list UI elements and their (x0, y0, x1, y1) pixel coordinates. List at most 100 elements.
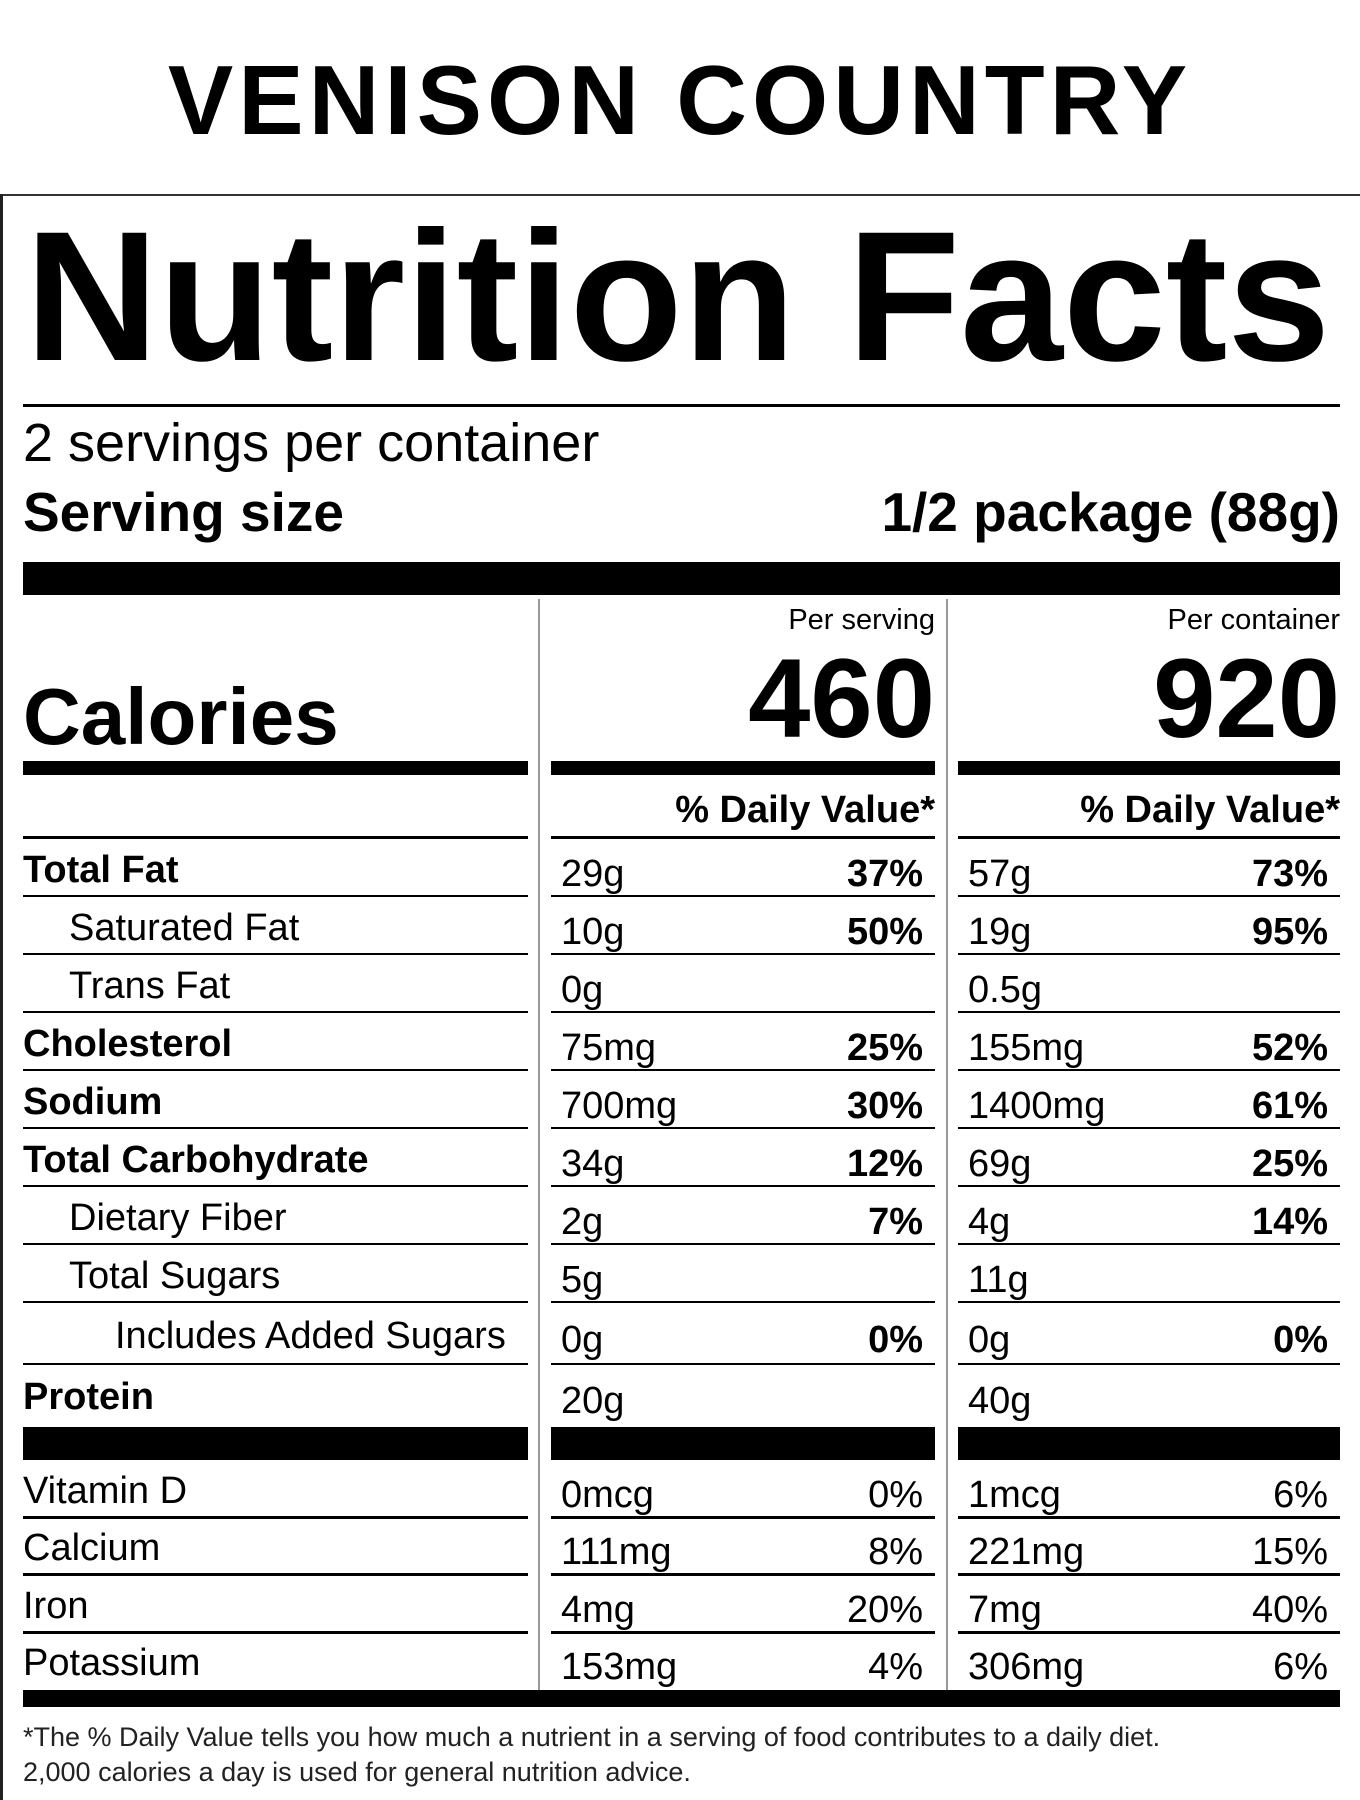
row-divider (958, 953, 1340, 955)
footnote-line: *The % Daily Value tells you how much a … (23, 1722, 1161, 1752)
nutrient-daily-value: 8% (868, 1531, 923, 1574)
per-container-header: Per container (1167, 604, 1341, 636)
row-divider (551, 836, 935, 839)
nutrient-daily-value: 73% (1251, 853, 1328, 895)
nutrient-amount: 306mg (968, 1646, 1085, 1689)
nutrient-amount: 700mg (561, 1085, 678, 1127)
nutrient-amount: 29g (561, 853, 625, 895)
nutrient-daily-value: 61% (1251, 1085, 1328, 1127)
calories-bar (958, 761, 1340, 775)
nutrient-amount: 20g (561, 1379, 625, 1422)
row-divider (551, 1573, 935, 1576)
calories-bar (551, 761, 935, 775)
nutrient-amount: 0g (561, 969, 604, 1011)
daily-value-header: % Daily Value* (1080, 789, 1340, 831)
row-divider (23, 1573, 528, 1576)
row-divider (958, 1127, 1340, 1129)
row-divider (551, 895, 935, 897)
nutrient-amount: 153mg (561, 1646, 678, 1689)
nutrient-label: Sodium (23, 1081, 163, 1123)
nutrient-amount: 0g (968, 1319, 1011, 1361)
nutrient-daily-value: 15% (1251, 1531, 1328, 1574)
nutrient-daily-value: 0% (868, 1319, 923, 1361)
title-rule (23, 404, 1340, 407)
row-divider (551, 1127, 935, 1129)
footnote-line: 2,000 calories a day is used for general… (23, 1757, 691, 1787)
nutrient-amount: 111mg (561, 1531, 672, 1574)
row-divider (551, 1011, 935, 1013)
nutrient-amount: 4mg (561, 1588, 635, 1631)
nutrient-daily-value: 30% (846, 1085, 923, 1127)
nutrient-amount: 19g (968, 911, 1032, 953)
row-divider (23, 1127, 528, 1129)
nutrient-daily-value: 37% (846, 853, 923, 895)
calories-bar (23, 761, 528, 775)
row-divider (23, 1185, 528, 1187)
row-divider (23, 1515, 528, 1519)
nutrient-amount: 0.5g (968, 969, 1042, 1011)
row-divider (551, 1069, 935, 1071)
row-divider (958, 1301, 1340, 1303)
row-divider (958, 836, 1340, 839)
nutrient-daily-value: 6% (1273, 1646, 1328, 1689)
nutrient-amount: 1400mg (968, 1085, 1106, 1127)
row-divider (958, 1185, 1340, 1187)
row-divider (23, 1243, 528, 1245)
top-divider (0, 194, 1360, 196)
row-divider (551, 953, 935, 955)
row-divider (551, 1301, 935, 1303)
nutrient-label: Total Sugars (69, 1255, 281, 1297)
calories-per-container: 920 (1153, 636, 1340, 761)
nutrient-daily-value: 40% (1251, 1588, 1328, 1631)
row-divider (958, 1243, 1340, 1245)
row-divider (23, 1301, 528, 1303)
nutrient-amount: 221mg (968, 1531, 1085, 1574)
nutrient-label: Potassium (23, 1642, 201, 1685)
nutrient-label: Total Fat (23, 849, 179, 891)
nutrient-label: Saturated Fat (69, 907, 300, 949)
nutrient-amount: 40g (968, 1379, 1032, 1422)
daily-value-header: % Daily Value* (675, 789, 935, 831)
nutrient-daily-value: 14% (1251, 1201, 1328, 1243)
nutrient-label: Protein (23, 1375, 154, 1418)
nutrient-amount: 5g (561, 1259, 604, 1301)
row-divider (23, 1363, 528, 1365)
nutrient-label: Total Carbohydrate (23, 1139, 369, 1181)
nutrient-amount: 0mcg (561, 1473, 654, 1516)
row-divider (958, 1011, 1340, 1013)
vitamin-thick-bar (23, 1427, 528, 1460)
nutrient-label: Cholesterol (23, 1023, 233, 1065)
row-divider (23, 836, 528, 839)
nutrient-daily-value: 0% (1273, 1319, 1328, 1361)
nutrient-label: Includes Added Sugars (115, 1315, 506, 1357)
row-divider (958, 1573, 1340, 1576)
nutrient-daily-value: 52% (1251, 1027, 1328, 1069)
nutrient-daily-value: 4% (868, 1646, 923, 1689)
nutrient-label: Trans Fat (69, 965, 231, 1007)
row-divider (551, 1243, 935, 1245)
nutrient-amount: 11g (968, 1259, 1029, 1301)
nutrient-daily-value: 25% (1251, 1143, 1328, 1185)
serving-size-label: Serving size (23, 481, 344, 543)
row-divider (23, 1630, 528, 1634)
vitamin-thick-bar (551, 1427, 935, 1460)
nutrient-daily-value: 95% (1251, 911, 1328, 953)
row-divider (551, 1515, 935, 1519)
row-divider (551, 1630, 935, 1634)
row-divider (23, 895, 528, 897)
nutrient-amount: 1mcg (968, 1473, 1061, 1516)
row-divider (958, 1363, 1340, 1365)
nutrient-amount: 34g (561, 1143, 625, 1185)
nutrient-amount: 69g (968, 1143, 1032, 1185)
nutrient-amount: 0g (561, 1319, 604, 1361)
row-divider (551, 1185, 935, 1187)
nutrient-label: Dietary Fiber (69, 1197, 287, 1239)
servings-per-container: 2 servings per container (23, 413, 600, 473)
serving-size-value: 1/2 package (88g) (881, 481, 1340, 543)
nutrient-label: Vitamin D (23, 1469, 188, 1512)
row-divider (23, 1069, 528, 1071)
label-title: Nutrition Facts (25, 194, 1331, 400)
nutrient-amount: 75mg (561, 1027, 657, 1069)
per-serving-header: Per serving (788, 604, 935, 636)
nutrient-daily-value: 25% (846, 1027, 923, 1069)
